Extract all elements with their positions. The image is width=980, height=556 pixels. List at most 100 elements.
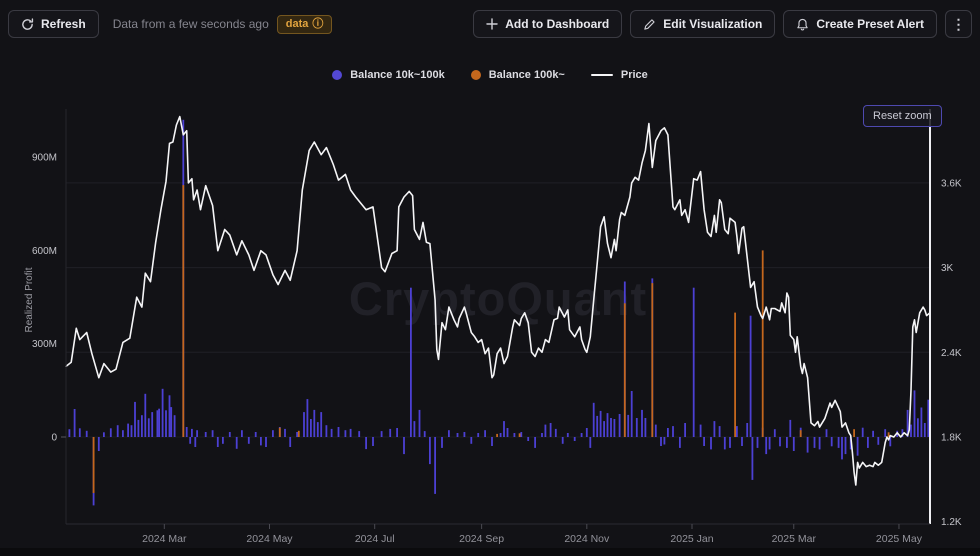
bar [830,437,833,447]
bar [337,427,340,437]
bar [173,415,176,437]
legend-line-icon [590,74,613,76]
bar [272,430,274,437]
bar [260,437,262,446]
refresh-button[interactable]: Refresh [8,10,99,38]
edit-visualization-label: Edit Visualization [663,17,763,31]
bar [141,415,143,437]
bar [913,390,916,437]
bar [491,437,493,446]
bar [418,409,421,437]
bar [710,437,712,450]
legend-label: Price [620,69,648,81]
bell-icon [796,18,809,31]
bar [496,433,498,437]
bar [585,428,588,437]
bar [818,437,821,450]
x-tick-label: 2025 Mar [772,533,817,545]
bar [751,437,754,480]
bar [349,428,352,437]
bar [889,437,892,447]
bar [599,410,602,437]
right-axis-tick-label: 2.4K [941,348,962,359]
chart-legend: Balance 10k~100k Balance 100k~ Price [0,64,980,86]
bar [736,426,738,437]
bar [768,437,771,450]
bar [470,437,473,444]
add-to-dashboard-button[interactable]: Add to Dashboard [473,10,623,38]
x-tick-label: 2025 May [876,533,923,545]
bar [320,412,323,437]
bar [606,413,609,437]
bar [644,418,647,437]
price-line [65,115,931,486]
bar [216,437,219,447]
bottom-strip [0,548,980,556]
bar [380,431,383,437]
left-axis-title: Realized Profit [24,267,35,332]
bar [499,433,502,437]
bar [573,437,576,441]
legend-item-price[interactable]: Price [590,69,648,81]
bar [773,429,776,437]
bar [372,437,374,446]
bar [544,424,547,437]
bar [396,428,398,437]
bar [151,412,154,437]
left-axis-tick-label: 0 [51,433,57,444]
bar [872,430,874,437]
bar [137,419,140,437]
left-axis-tick-label: 900M [32,153,57,164]
bar [389,428,392,437]
bar [549,423,552,437]
kebab-icon: ⋮ [951,15,966,32]
bar [228,432,231,437]
bar [541,433,543,437]
bar [134,401,136,437]
bar [463,432,466,437]
bar [746,423,749,437]
bar [358,431,361,437]
bar [103,432,105,437]
legend-item-balance-10k-100k[interactable]: Balance 10k~100k [332,69,445,81]
add-to-dashboard-label: Add to Dashboard [505,17,610,31]
bar [127,423,129,437]
bar [310,419,312,437]
bar [654,424,657,437]
bar [667,428,669,437]
data-badge[interactable]: data ⓘ [276,14,333,34]
bar [247,437,250,444]
bar [506,428,509,437]
bar [792,437,795,451]
bar [194,437,197,447]
reset-zoom-button[interactable]: Reset zoom [863,105,942,127]
bar [734,312,736,437]
legend-label: Balance 100k~ [488,69,565,81]
bar [713,421,716,437]
legend-item-balance-100k[interactable]: Balance 100k~ [470,69,565,81]
bar [296,432,298,437]
bar [222,437,224,444]
bar [92,437,95,493]
bar [403,437,405,455]
bar [623,303,626,437]
bar [423,431,426,437]
cryptoquant-watermark: CryptoQuant [348,272,648,325]
bar [651,283,654,437]
create-preset-alert-button[interactable]: Create Preset Alert [783,10,937,38]
bar [592,402,595,437]
more-options-kebab-button[interactable]: ⋮ [945,10,972,38]
bar [692,287,695,437]
bar [413,421,416,437]
edit-visualization-button[interactable]: Edit Visualization [630,10,776,38]
bar [613,419,616,437]
bar [786,437,788,448]
x-tick-label: 2024 Sep [459,533,504,545]
bar [448,430,450,437]
bar [185,427,188,437]
bar [887,432,890,437]
bar [627,414,630,437]
x-tick-label: 2024 Mar [142,533,187,545]
